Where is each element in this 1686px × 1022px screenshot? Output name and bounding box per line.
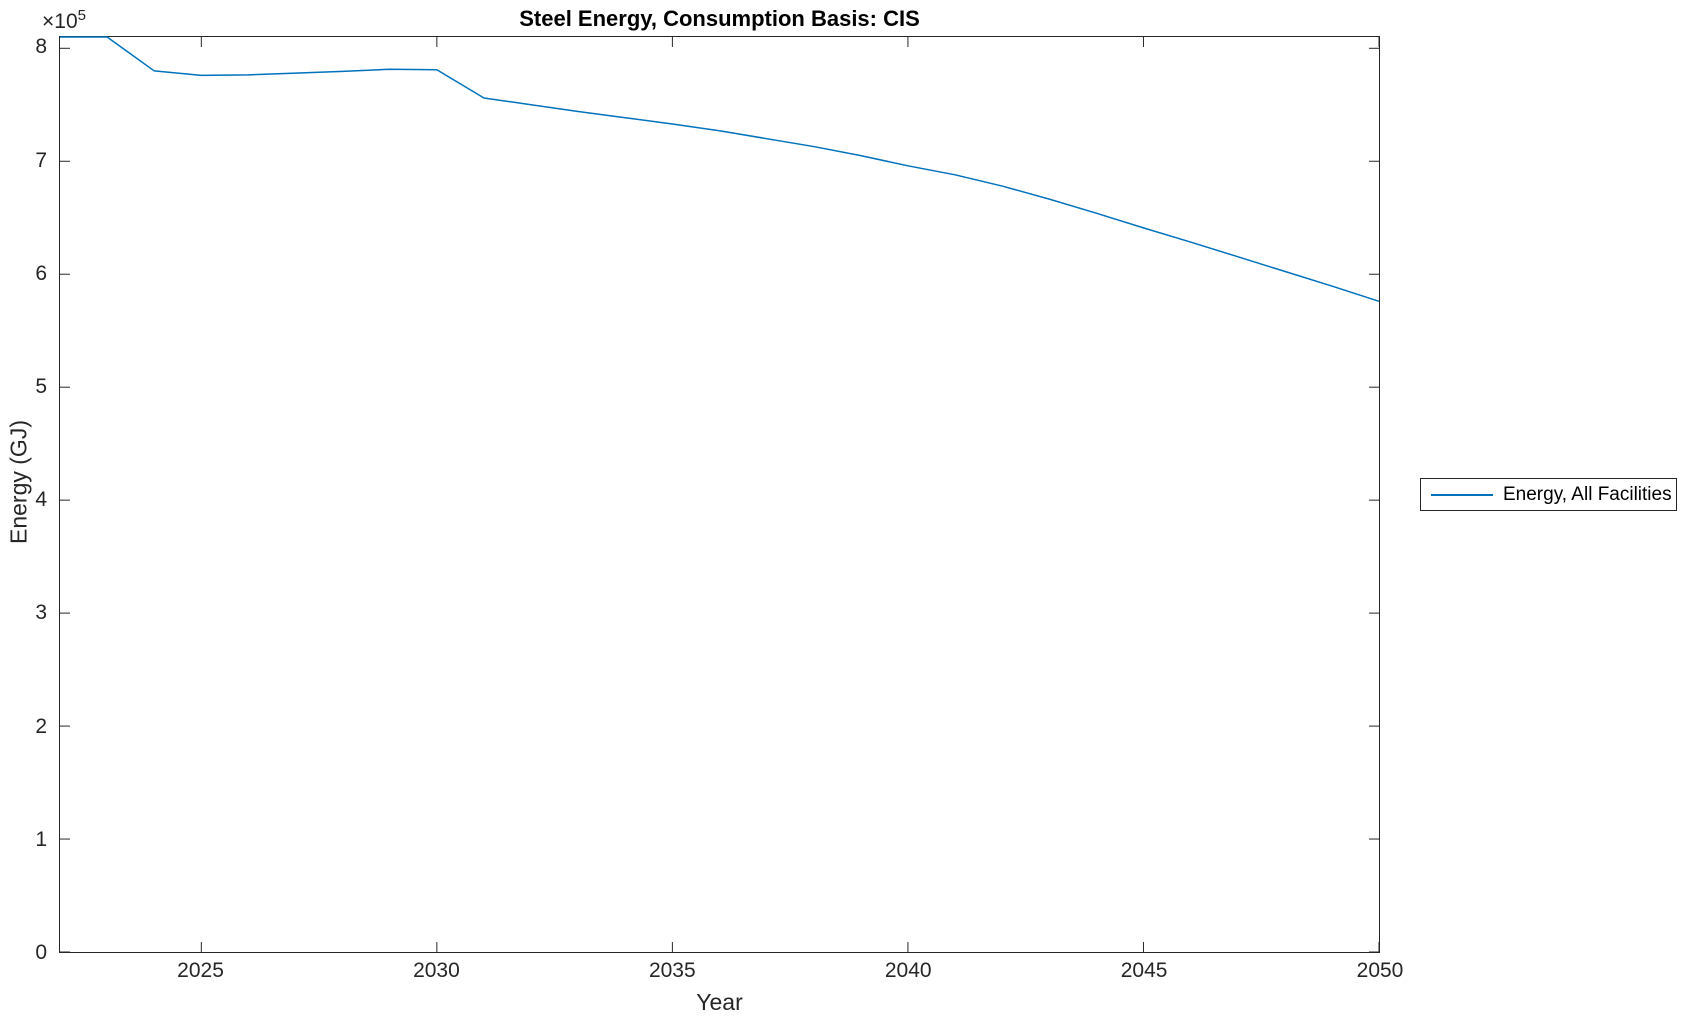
y-tick-label: 5	[35, 374, 47, 398]
series-line	[60, 36, 1380, 303]
line-chart	[60, 36, 1380, 953]
x-tick-label: 2050	[1356, 959, 1404, 982]
x-tick-label: 2040	[884, 959, 932, 982]
x-axis-label: Year	[696, 989, 743, 1015]
y-tick-label: 1	[35, 827, 47, 851]
x-tick-label: 2030	[413, 959, 460, 982]
y-tick-label: 8	[35, 35, 47, 59]
y-axis-label: Energy (GJ)	[5, 420, 32, 544]
y-axis-multiplier-exponent: 5	[77, 7, 86, 24]
legend-line-sample	[1431, 493, 1493, 496]
x-tick-label: 2035	[648, 959, 696, 982]
y-tick-label: 6	[35, 261, 47, 285]
axis-tick-marks	[60, 37, 1380, 953]
y-tick-label: 7	[35, 148, 47, 172]
legend-box: Energy, All Facilities	[1420, 478, 1677, 511]
x-tick-label: 2045	[1120, 959, 1168, 982]
x-tick-label: 2025	[177, 959, 224, 982]
y-tick-label: 4	[35, 488, 47, 512]
plot-area	[59, 36, 1380, 953]
chart-title: Steel Energy, Consumption Basis: CIS	[519, 6, 920, 31]
y-tick-label: 3	[35, 601, 47, 625]
y-tick-label: 2	[35, 714, 47, 738]
y-axis-multiplier-base: ×10	[42, 10, 78, 33]
legend-entry-label: Energy, All Facilities	[1503, 483, 1672, 505]
y-axis-multiplier: ×105	[42, 7, 86, 34]
y-tick-label: 0	[35, 941, 47, 964]
